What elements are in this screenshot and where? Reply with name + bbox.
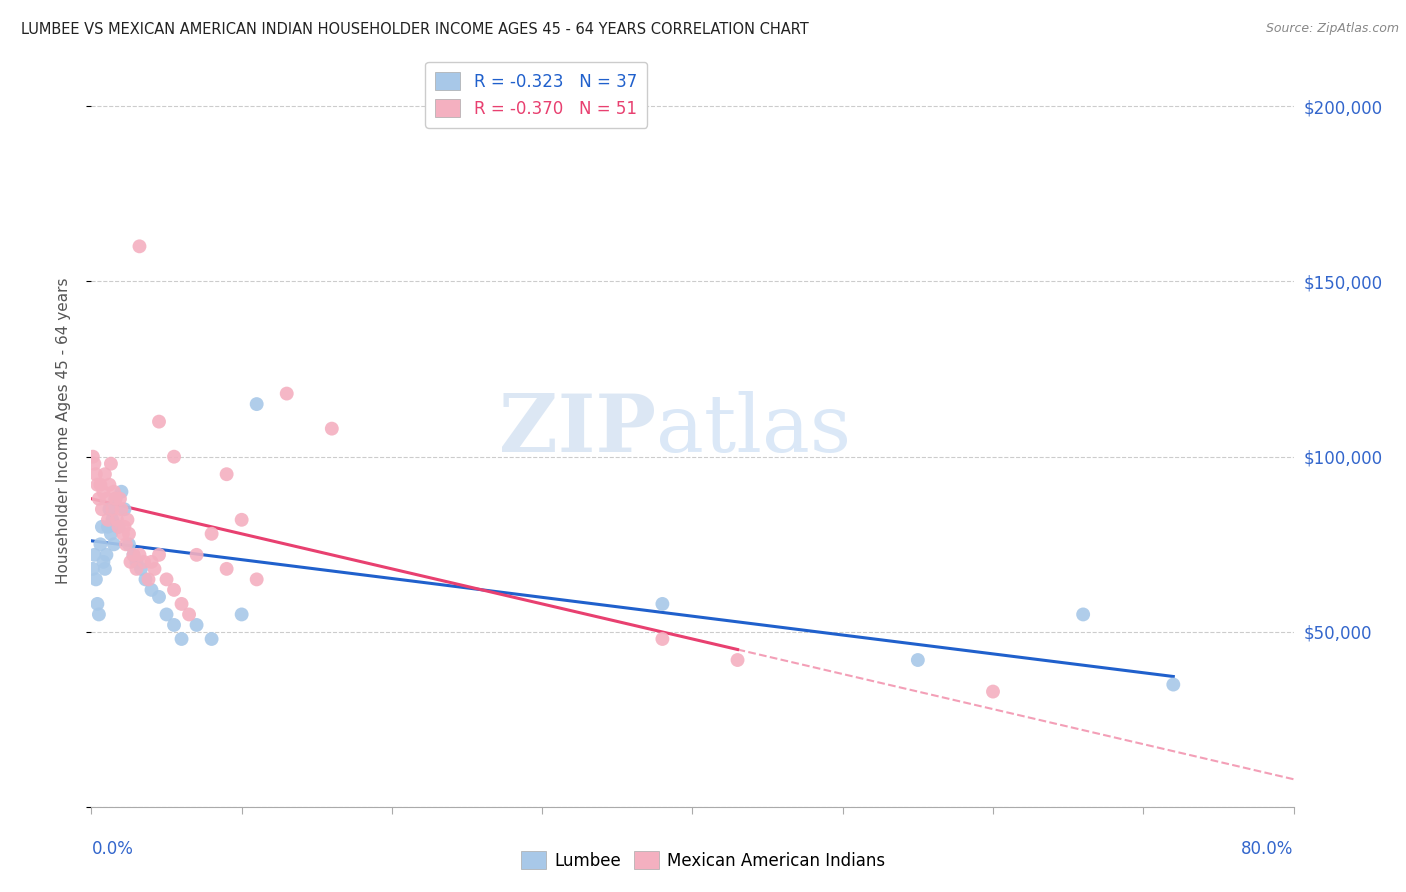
Point bbox=[170, 597, 193, 611]
Point bbox=[94, 467, 117, 482]
Point bbox=[201, 632, 224, 646]
Point bbox=[231, 513, 253, 527]
Point bbox=[981, 684, 1004, 698]
Point bbox=[141, 555, 163, 569]
Point bbox=[163, 582, 186, 597]
Point bbox=[134, 573, 156, 587]
Point bbox=[100, 526, 122, 541]
Legend: Lumbee, Mexican American Indians: Lumbee, Mexican American Indians bbox=[515, 845, 891, 877]
Point bbox=[1161, 677, 1184, 691]
Point bbox=[163, 618, 186, 632]
Point bbox=[215, 562, 238, 576]
Text: Source: ZipAtlas.com: Source: ZipAtlas.com bbox=[1265, 22, 1399, 36]
Point bbox=[103, 484, 125, 499]
Point bbox=[94, 562, 117, 576]
Point bbox=[89, 537, 111, 551]
Point bbox=[1071, 607, 1094, 622]
Point bbox=[90, 520, 112, 534]
Point bbox=[101, 513, 124, 527]
Point bbox=[101, 502, 124, 516]
Point bbox=[93, 555, 115, 569]
Point bbox=[110, 484, 132, 499]
Point bbox=[87, 491, 110, 506]
Point bbox=[148, 415, 170, 429]
Point bbox=[201, 526, 224, 541]
Legend: R = -0.323   N = 37, R = -0.370   N = 51: R = -0.323 N = 37, R = -0.370 N = 51 bbox=[426, 62, 647, 128]
Point bbox=[114, 502, 136, 516]
Point bbox=[321, 422, 343, 436]
Point bbox=[276, 386, 298, 401]
Point bbox=[86, 597, 108, 611]
Point bbox=[104, 491, 127, 506]
Point bbox=[129, 562, 152, 576]
Point bbox=[177, 607, 200, 622]
Point bbox=[120, 555, 142, 569]
Point bbox=[104, 491, 127, 506]
Point bbox=[155, 573, 177, 587]
Point bbox=[246, 573, 269, 587]
Point bbox=[155, 607, 177, 622]
Point bbox=[148, 590, 170, 604]
Point bbox=[651, 632, 673, 646]
Point bbox=[90, 502, 112, 516]
Point bbox=[907, 653, 929, 667]
Point bbox=[186, 618, 208, 632]
Point bbox=[141, 582, 163, 597]
Point bbox=[105, 513, 128, 527]
Point bbox=[148, 548, 170, 562]
Point bbox=[186, 548, 208, 562]
Point bbox=[132, 555, 155, 569]
Point bbox=[125, 562, 148, 576]
Point bbox=[84, 467, 107, 482]
Point bbox=[83, 548, 105, 562]
Point bbox=[82, 450, 104, 464]
Point bbox=[107, 520, 129, 534]
Text: LUMBEE VS MEXICAN AMERICAN INDIAN HOUSEHOLDER INCOME AGES 45 - 64 YEARS CORRELAT: LUMBEE VS MEXICAN AMERICAN INDIAN HOUSEH… bbox=[21, 22, 808, 37]
Point bbox=[125, 555, 148, 569]
Point bbox=[118, 537, 141, 551]
Point bbox=[143, 562, 166, 576]
Point bbox=[89, 477, 111, 491]
Point bbox=[103, 537, 125, 551]
Point bbox=[96, 548, 118, 562]
Point bbox=[108, 491, 131, 506]
Point bbox=[107, 520, 129, 534]
Point bbox=[118, 526, 141, 541]
Point bbox=[84, 573, 107, 587]
Point bbox=[98, 477, 121, 491]
Point bbox=[138, 573, 160, 587]
Text: 80.0%: 80.0% bbox=[1241, 840, 1294, 858]
Point bbox=[128, 239, 150, 253]
Point bbox=[122, 548, 145, 562]
Point bbox=[246, 397, 269, 411]
Point bbox=[231, 607, 253, 622]
Point bbox=[170, 632, 193, 646]
Text: 0.0%: 0.0% bbox=[91, 840, 134, 858]
Point bbox=[98, 502, 121, 516]
Point bbox=[83, 457, 105, 471]
Point bbox=[110, 502, 132, 516]
Point bbox=[97, 513, 120, 527]
Point bbox=[115, 537, 138, 551]
Text: ZIP: ZIP bbox=[499, 392, 657, 469]
Point bbox=[93, 484, 115, 499]
Point bbox=[82, 562, 104, 576]
Point bbox=[128, 548, 150, 562]
Point bbox=[87, 607, 110, 622]
Point bbox=[215, 467, 238, 482]
Point bbox=[96, 491, 118, 506]
Point bbox=[163, 450, 186, 464]
Point bbox=[117, 513, 139, 527]
Point bbox=[727, 653, 749, 667]
Y-axis label: Householder Income Ages 45 - 64 years: Householder Income Ages 45 - 64 years bbox=[56, 277, 70, 583]
Point bbox=[97, 520, 120, 534]
Point bbox=[651, 597, 673, 611]
Text: atlas: atlas bbox=[657, 392, 852, 469]
Point bbox=[86, 477, 108, 491]
Point bbox=[122, 548, 145, 562]
Point bbox=[114, 520, 136, 534]
Point bbox=[100, 457, 122, 471]
Point bbox=[111, 526, 134, 541]
